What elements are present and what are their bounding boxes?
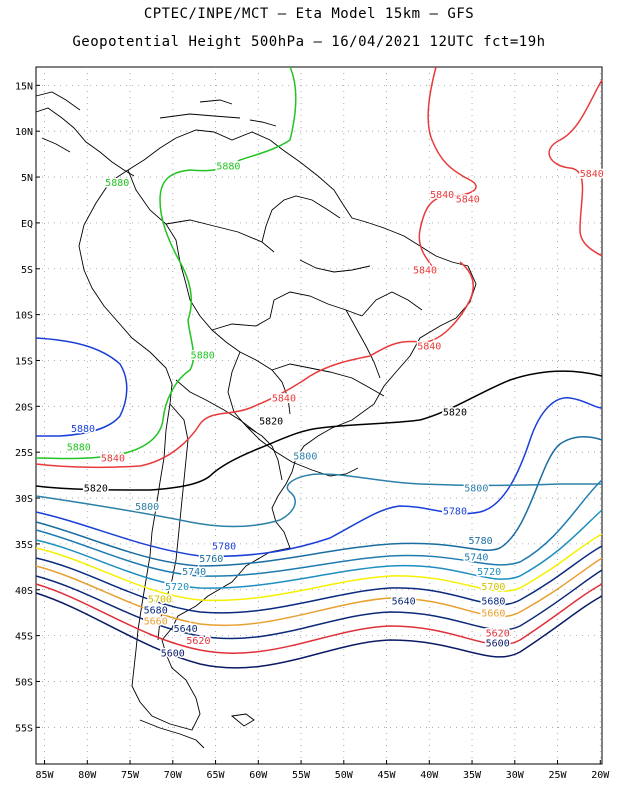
contour-label: 5660 <box>481 608 505 619</box>
contour-5660 <box>35 557 603 627</box>
contour-label: 5620 <box>486 629 510 640</box>
lat-tick-label: 35S <box>15 540 33 551</box>
lat-tick-label: 15S <box>15 356 33 367</box>
lat-tick-label: 55S <box>15 723 33 734</box>
lon-tick-label: 80W <box>78 770 97 781</box>
contour-label: 5840 <box>580 169 604 180</box>
contour-label: 5840 <box>456 195 480 206</box>
lon-tick-label: 85W <box>36 770 55 781</box>
lat-tick-label: 40S <box>15 586 33 597</box>
contour-label: 5820 <box>259 417 283 428</box>
coastlines <box>35 91 477 749</box>
contour-5840-ne <box>418 66 477 273</box>
contour-5740 <box>35 479 603 577</box>
contour-label: 5700 <box>481 582 505 593</box>
contour-5760 <box>35 436 603 567</box>
contour-label: 5640 <box>174 624 198 635</box>
contour-5880 <box>35 337 128 437</box>
lat-tick-label: 25S <box>15 448 33 459</box>
contour-label: 5680 <box>144 606 168 617</box>
lon-tick-label: 30W <box>506 770 525 781</box>
lat-tick-label: 20S <box>15 402 33 413</box>
contour-5860 <box>35 66 297 460</box>
lon-tick-label: 65W <box>207 770 226 781</box>
contour-5840-east <box>548 79 603 257</box>
lon-tick-label: 45W <box>378 770 397 781</box>
contour-label: 5640 <box>392 596 416 607</box>
lon-tick-label: 20W <box>591 770 610 781</box>
contour-label: 5880 <box>191 351 215 362</box>
lat-tick-label: EQ <box>21 219 33 230</box>
lon-tick-label: 75W <box>121 770 140 781</box>
contour-label: 5720 <box>165 582 189 593</box>
contour-label: 5620 <box>186 636 210 647</box>
contour-label: 5840 <box>101 453 125 464</box>
contour-label: 5740 <box>182 567 206 578</box>
contour-label: 5780 <box>443 507 467 518</box>
contour-5820 <box>35 370 603 491</box>
lon-tick-label: 35W <box>463 770 482 781</box>
lon-tick-label: 50W <box>335 770 354 781</box>
contour-label: 5880 <box>105 178 129 189</box>
map-title: CPTEC/INPE/MCT – Eta Model 15km – GFS <box>143 6 475 22</box>
contour-label: 5760 <box>199 554 223 565</box>
contour-label: 5800 <box>135 502 159 513</box>
lat-tick-label: 10N <box>15 127 33 138</box>
contour-5780 <box>35 397 603 558</box>
contour-label: 5600 <box>486 639 510 650</box>
contour-label: 5880 <box>67 442 91 453</box>
lat-tick-label: 30S <box>15 494 33 505</box>
lon-tick-label: 40W <box>420 770 439 781</box>
contour-label: 5880 <box>216 162 240 173</box>
contour-label: 5840 <box>413 265 437 276</box>
contour-label: 5600 <box>161 649 185 660</box>
contour-5620 <box>35 583 603 654</box>
lon-tick-label: 55W <box>292 770 311 781</box>
lat-tick-label: 5N <box>21 173 33 184</box>
lon-tick-label: 70W <box>164 770 183 781</box>
contour-label: 5840 <box>272 394 296 405</box>
lon-tick-label: 25W <box>549 770 568 781</box>
contour-label: 5880 <box>71 424 95 435</box>
lat-tick-label: 50S <box>15 677 33 688</box>
contour-label: 5740 <box>464 552 488 563</box>
contour-5640 <box>35 569 603 640</box>
contour-label: 5800 <box>293 452 317 463</box>
contour-5800-a <box>35 473 602 528</box>
lat-tick-label: 10S <box>15 311 33 322</box>
contours <box>35 66 603 669</box>
lat-tick-label: 45S <box>15 632 33 643</box>
contour-5680 <box>35 545 603 614</box>
map-subtitle: Geopotential Height 500hPa – 16/04/2021 … <box>72 34 546 50</box>
contour-label: 5680 <box>481 596 505 607</box>
axis-ticks: 15N 10N 5N EQ 5S 10S 15S 20S 25S 30S 35S 40S 45S 50S 5… <box>15 81 610 781</box>
contour-5840-south <box>35 261 474 469</box>
lat-tick-label: 15N <box>15 81 33 92</box>
contour-label: 5780 <box>212 541 236 552</box>
contour-label: 5780 <box>469 536 493 547</box>
contour-label: 5840 <box>430 190 454 201</box>
lat-tick-label: 5S <box>21 265 33 276</box>
contour-label: 5720 <box>477 567 501 578</box>
contour-label: 5660 <box>144 617 168 628</box>
plot-frame <box>35 66 603 765</box>
contour-label: 5840 <box>417 341 441 352</box>
contour-label: 5800 <box>464 484 488 495</box>
contour-5700 <box>35 533 603 602</box>
lon-tick-label: 60W <box>249 770 268 781</box>
contour-label: 5700 <box>148 595 172 606</box>
contour-label: 5820 <box>84 484 108 495</box>
contour-5600 <box>35 592 603 669</box>
contour-label: 5820 <box>443 408 467 419</box>
contour-5720 <box>35 509 603 589</box>
